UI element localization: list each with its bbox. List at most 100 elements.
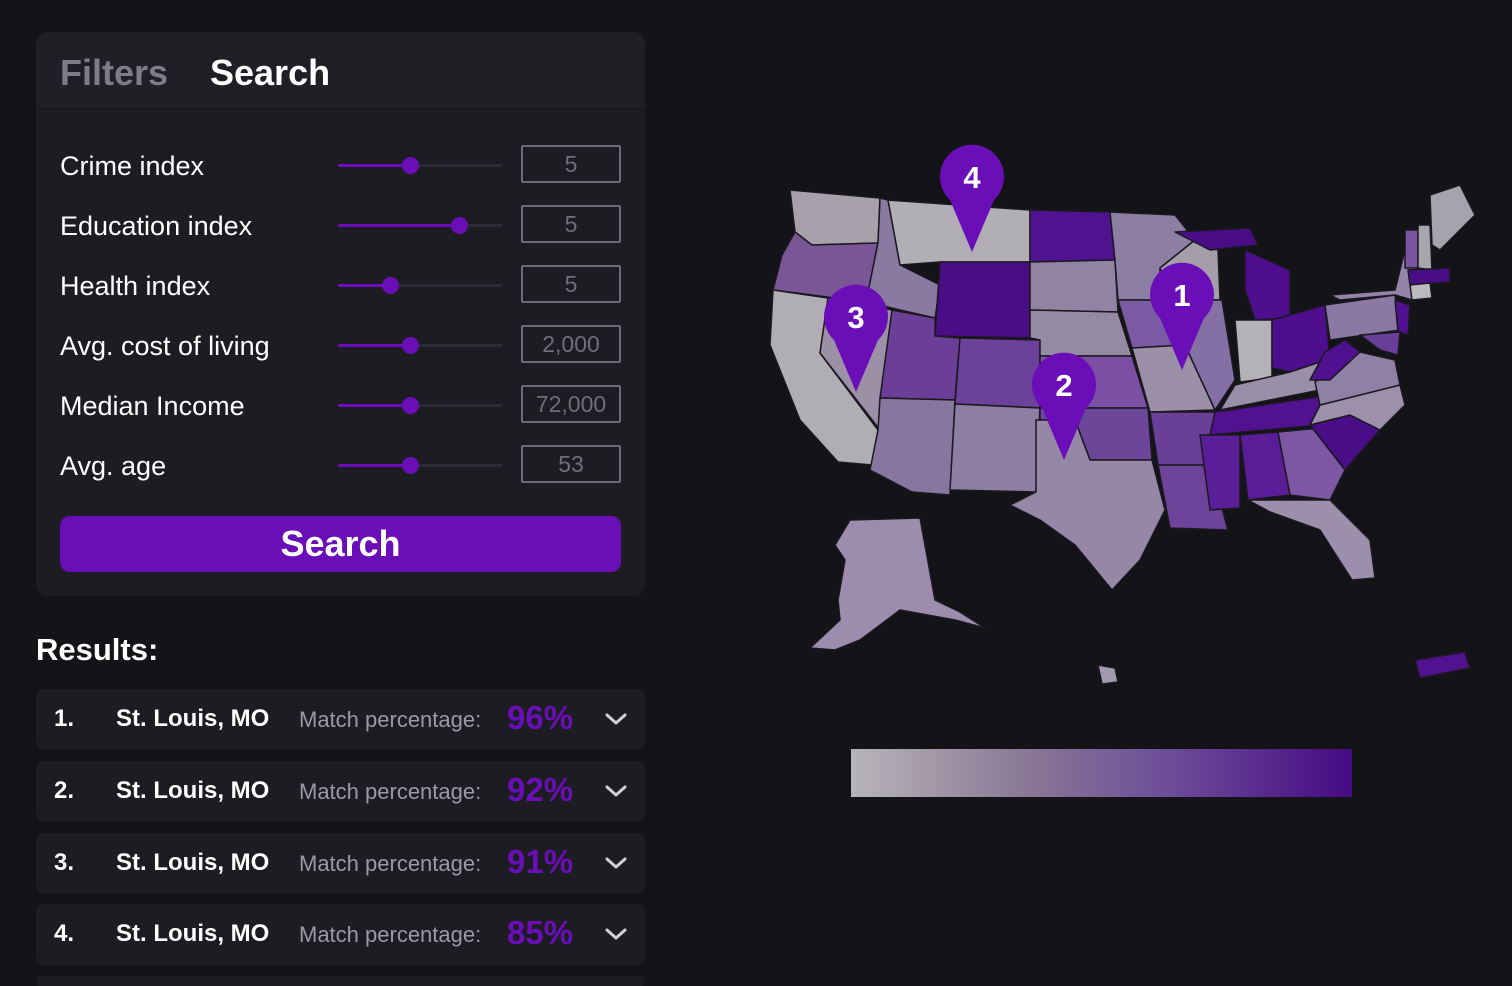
slider-fill xyxy=(338,164,411,167)
chevron-down-icon[interactable] xyxy=(604,853,628,873)
state-mississippi xyxy=(1199,434,1241,511)
map-color-legend xyxy=(851,749,1352,797)
filter-label: Median Income xyxy=(60,391,245,421)
map-pin-3[interactable]: 3 xyxy=(824,284,888,392)
match-percentage-value: 91% xyxy=(507,843,574,880)
crime-index-value-field[interactable]: 5 xyxy=(521,145,621,183)
state-hawaii xyxy=(1097,664,1119,685)
result-city: St. Louis, MO xyxy=(116,705,270,732)
filter-label: Crime index xyxy=(60,151,205,181)
education-index-value-field[interactable]: 5 xyxy=(521,205,621,243)
result-city: St. Louis, MO xyxy=(116,920,270,947)
median-income-value-field[interactable]: 72,000 xyxy=(521,385,621,423)
cost-of-living-slider[interactable] xyxy=(338,337,502,354)
slider-thumb[interactable] xyxy=(402,157,420,174)
slider-thumb[interactable] xyxy=(402,337,420,354)
state-nebraska xyxy=(1029,309,1133,357)
map-pin-1[interactable]: 1 xyxy=(1150,262,1214,370)
state-west-virginia xyxy=(1309,339,1361,381)
map-pin-2[interactable]: 2 xyxy=(1032,352,1096,460)
state-indiana xyxy=(1234,319,1273,383)
match-percentage-label: Match percentage: xyxy=(299,707,482,732)
slider-fill xyxy=(338,464,411,467)
state-new-jersey xyxy=(1394,299,1411,336)
map-pin-label: 3 xyxy=(847,300,864,335)
filter-row-crime-index: Crime index 5 xyxy=(60,145,621,185)
slider-fill xyxy=(338,404,411,407)
tab-bar: Filters Search xyxy=(36,32,645,109)
result-item-5-partial[interactable] xyxy=(36,976,645,986)
state-washington xyxy=(789,189,881,246)
tab-filters[interactable]: Filters xyxy=(60,52,169,93)
search-button[interactable]: Search xyxy=(60,516,621,572)
state-south-dakota xyxy=(1029,259,1119,313)
map-pin-icon xyxy=(1150,262,1214,370)
result-city: St. Louis, MO xyxy=(116,849,270,876)
median-income-slider[interactable] xyxy=(338,397,502,414)
result-rank: 4. xyxy=(54,920,75,947)
result-rank: 2. xyxy=(54,777,75,804)
map-pin-icon xyxy=(824,284,888,392)
match-percentage-value: 92% xyxy=(507,771,574,808)
avg-age-slider[interactable] xyxy=(338,457,502,474)
map-pin-label: 4 xyxy=(963,160,981,195)
state-alaska xyxy=(809,517,986,651)
state-texas xyxy=(1009,419,1166,591)
state-wyoming xyxy=(934,261,1031,339)
chevron-down-icon[interactable] xyxy=(604,709,628,729)
slider-thumb[interactable] xyxy=(382,277,400,294)
match-percentage-label: Match percentage: xyxy=(299,851,482,876)
state-florida xyxy=(1247,499,1376,581)
territory-puerto-rico xyxy=(1414,651,1471,679)
result-item-4[interactable]: 4. St. Louis, MO Match percentage: 85% xyxy=(36,904,645,965)
chevron-down-icon[interactable] xyxy=(604,781,628,801)
filter-row-education-index: Education index 5 xyxy=(60,205,621,245)
map-pin-4[interactable]: 4 xyxy=(940,144,1004,252)
state-new-hampshire xyxy=(1417,224,1433,271)
tab-search[interactable]: Search xyxy=(210,52,331,93)
match-percentage-value: 85% xyxy=(507,914,574,951)
filter-label: Avg. age xyxy=(60,451,167,481)
match-percentage-label: Match percentage: xyxy=(299,779,482,804)
state-massachusetts xyxy=(1407,267,1451,286)
result-item-1[interactable]: 1. St. Louis, MO Match percentage: 96% xyxy=(36,689,645,750)
state-new-mexico xyxy=(949,403,1041,493)
health-index-value-field[interactable]: 5 xyxy=(521,265,621,303)
slider-thumb[interactable] xyxy=(402,457,420,474)
slider-fill xyxy=(338,344,411,347)
slider-thumb[interactable] xyxy=(402,397,420,414)
us-choropleth-map[interactable]: 1 2 3 4 xyxy=(720,130,1510,710)
filter-label: Health index xyxy=(60,271,211,301)
match-percentage-label: Match percentage: xyxy=(299,922,482,947)
slider-thumb[interactable] xyxy=(451,217,469,234)
map-pin-icon xyxy=(1032,352,1096,460)
cost-of-living-value-field[interactable]: 2,000 xyxy=(521,325,621,363)
state-maryland xyxy=(1359,331,1401,356)
map-pin-icon xyxy=(940,144,1004,252)
result-item-3[interactable]: 3. St. Louis, MO Match percentage: 91% xyxy=(36,833,645,894)
state-colorado xyxy=(954,337,1041,409)
map-pin-label: 2 xyxy=(1055,368,1072,403)
match-percentage-value: 96% xyxy=(507,699,574,736)
chevron-down-icon[interactable] xyxy=(604,924,628,944)
filter-row-health-index: Health index 5 xyxy=(60,265,621,305)
slider-fill xyxy=(338,284,391,287)
state-maine xyxy=(1429,184,1476,251)
state-michigan-up xyxy=(1174,227,1259,251)
state-arizona xyxy=(869,397,956,496)
result-city: St. Louis, MO xyxy=(116,777,270,804)
state-north-dakota xyxy=(1029,209,1116,263)
crime-index-slider[interactable] xyxy=(338,157,502,174)
filters-panel: Filters Search Crime index 5 Education i… xyxy=(36,32,645,596)
slider-fill xyxy=(338,224,460,227)
result-rank: 3. xyxy=(54,849,75,876)
state-connecticut xyxy=(1409,282,1433,301)
avg-age-value-field[interactable]: 53 xyxy=(521,445,621,483)
result-item-2[interactable]: 2. St. Louis, MO Match percentage: 92% xyxy=(36,761,645,822)
state-michigan xyxy=(1244,249,1291,321)
filter-row-avg-age: Avg. age 53 xyxy=(60,445,621,485)
filter-label: Avg. cost of living xyxy=(60,331,270,361)
health-index-slider[interactable] xyxy=(338,277,502,294)
map-pin-label: 1 xyxy=(1173,278,1190,313)
education-index-slider[interactable] xyxy=(338,217,502,234)
